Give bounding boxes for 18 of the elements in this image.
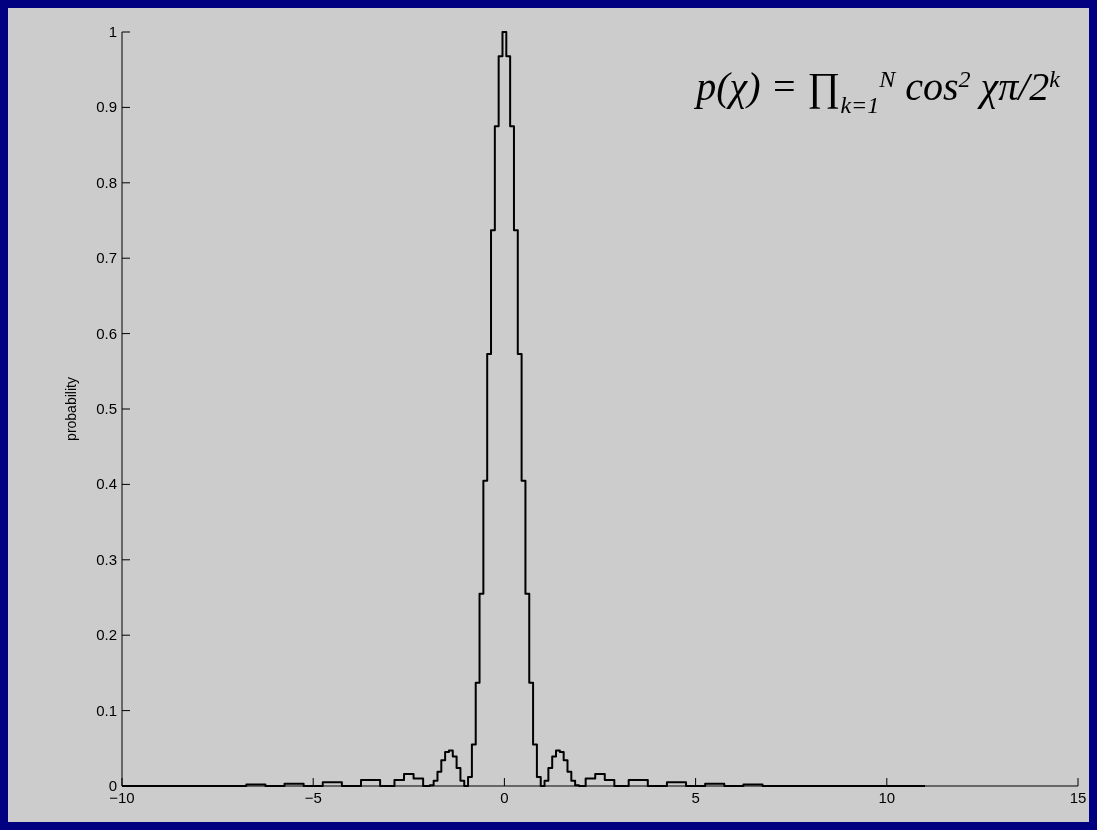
- y-tick-label: 0.8: [96, 173, 117, 191]
- x-tick-label: 0: [500, 789, 509, 806]
- y-axis-title: probability: [63, 377, 79, 441]
- y-tick-label: 0.6: [96, 324, 117, 342]
- annotation: p(χ) = ∏$_{k=1}$$^{N}$ cos$^{2}$ χπ/2$^{k}$: [693, 64, 1061, 118]
- y-tick-label: 0.5: [96, 400, 117, 417]
- y-tick-label: 0.4: [96, 475, 117, 493]
- x-tick-label: 5: [691, 789, 700, 806]
- y-tick-label: 0.9: [96, 98, 117, 116]
- x-tick-label: 10: [878, 789, 896, 806]
- y-tick-label: 0.3: [96, 550, 117, 568]
- y-tick-label: 0.1: [96, 701, 117, 719]
- y-tick-label: 0.2: [96, 626, 117, 644]
- y-tick-label: 1: [108, 23, 117, 40]
- x-tick-label: −5: [304, 789, 322, 806]
- y-tick-label: 0: [108, 777, 117, 794]
- x-tick-label: 15: [1069, 789, 1087, 806]
- y-tick-label: 0.7: [96, 249, 117, 267]
